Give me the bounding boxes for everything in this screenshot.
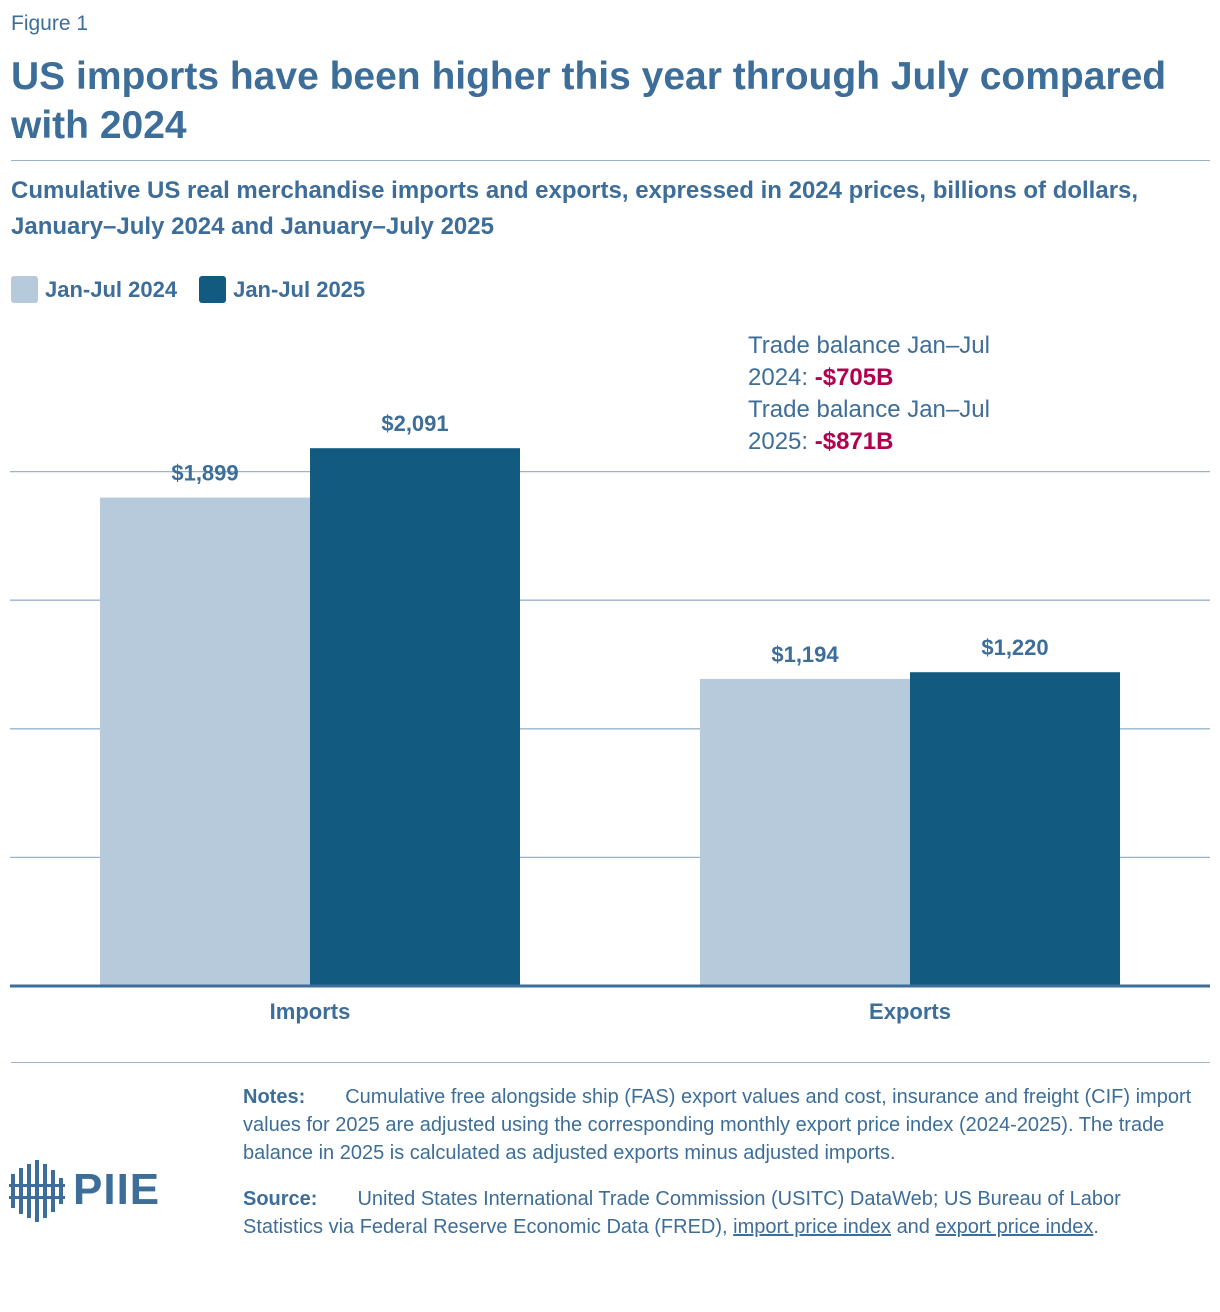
title-divider — [11, 160, 1210, 161]
bar-value-label: $1,220 — [981, 635, 1048, 660]
figure-label: Figure 1 — [11, 12, 89, 35]
piie-logo: PIIE — [9, 1158, 160, 1222]
piie-building-icon — [9, 1160, 65, 1222]
export-price-index-link[interactable]: export price index — [935, 1216, 1094, 1238]
notes-paragraph: Notes: Cumulative free alongside ship (FA… — [243, 1083, 1193, 1167]
notes-section: Notes: Cumulative free alongside ship (FA… — [243, 1083, 1193, 1259]
trade-balance-value: -$871B — [815, 428, 894, 455]
bar-value-label: $2,091 — [381, 411, 448, 436]
bar-value-label: $1,899 — [171, 461, 238, 486]
bar-imports-0 — [100, 497, 310, 986]
legend-label-2024: Jan-Jul 2024 — [45, 276, 178, 302]
legend-swatch-2024 — [11, 276, 38, 303]
bar-exports-0 — [700, 678, 910, 986]
source-paragraph: Source: United States International Trade… — [243, 1185, 1193, 1241]
trade-balance-line1: Trade balance Jan–Jul — [748, 332, 990, 359]
source-text: United States International Trade Commis… — [243, 1188, 1121, 1238]
bar-chart: $1,899 $2,091 Imports $1,194 $1,220 Exports Tr… — [10, 332, 1210, 1024]
legend-item-2025: Jan-Jul 2025 — [199, 276, 365, 303]
legend-swatch-2025 — [199, 276, 227, 303]
legend-label-2025: Jan-Jul 2025 — [233, 276, 366, 302]
source-end: . — [1093, 1216, 1099, 1238]
bar-imports-1 — [310, 448, 520, 986]
chart-subtitle: Cumulative US real merchandise imports a… — [11, 177, 1139, 240]
bar-value-label: $1,194 — [771, 642, 839, 667]
category-label-imports: Imports — [270, 999, 351, 1024]
bar-exports-1 — [910, 672, 1120, 986]
piie-logo-text: PIIE — [73, 1165, 161, 1214]
source-label: Source: — [243, 1188, 318, 1210]
category-label-exports: Exports — [869, 999, 951, 1024]
trade-balance-line2: 2024: -$705B — [748, 364, 893, 391]
notes-divider — [11, 1062, 1210, 1063]
notes-text: Cumulative free alongside ship (FAS) exp… — [243, 1086, 1192, 1164]
chart-title: US imports have been higher this year th… — [11, 55, 1167, 147]
notes-label: Notes: — [243, 1086, 306, 1108]
legend: Jan-Jul 2024 Jan-Jul 2025 — [11, 276, 387, 303]
legend-item-2024: Jan-Jul 2024 — [11, 276, 177, 303]
source-and: and — [896, 1216, 930, 1238]
import-price-index-link[interactable]: import price index — [733, 1216, 891, 1238]
trade-balance-line2: 2025: -$871B — [748, 428, 893, 455]
trade-balance-value: -$705B — [815, 364, 894, 391]
trade-balance-line1: Trade balance Jan–Jul — [748, 396, 990, 423]
